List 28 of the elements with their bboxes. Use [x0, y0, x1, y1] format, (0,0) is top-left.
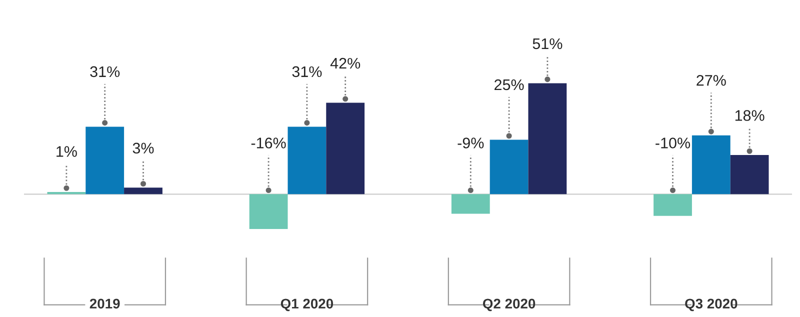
data-label: 51%	[532, 38, 562, 50]
bar	[124, 188, 162, 194]
bar	[692, 135, 730, 194]
data-label: 25%	[494, 79, 524, 90]
bar	[288, 126, 326, 194]
x-tick-label: Q3 2020	[685, 298, 738, 312]
bar	[528, 83, 567, 194]
data-label: 31%	[90, 66, 120, 78]
bar	[326, 102, 365, 194]
data-label: -9%	[458, 138, 484, 148]
bar	[47, 192, 86, 194]
bar	[654, 194, 692, 216]
bar	[451, 194, 490, 214]
data-label: -16%	[251, 138, 286, 148]
data-label: 27%	[696, 74, 726, 86]
data-label: -10%	[656, 138, 690, 148]
bar	[86, 126, 124, 194]
bar	[249, 194, 288, 229]
x-tick-label: 2019	[90, 298, 120, 309]
bar	[730, 155, 769, 194]
data-label: 31%	[292, 66, 322, 78]
data-label: 1%	[56, 146, 77, 157]
data-label: 18%	[735, 110, 764, 121]
x-tick-label: Q1 2020	[280, 298, 334, 312]
data-label: 42%	[330, 58, 360, 69]
bar	[490, 140, 528, 194]
x-tick-label: Q2 2020	[482, 298, 536, 312]
data-label: 3%	[132, 142, 154, 154]
